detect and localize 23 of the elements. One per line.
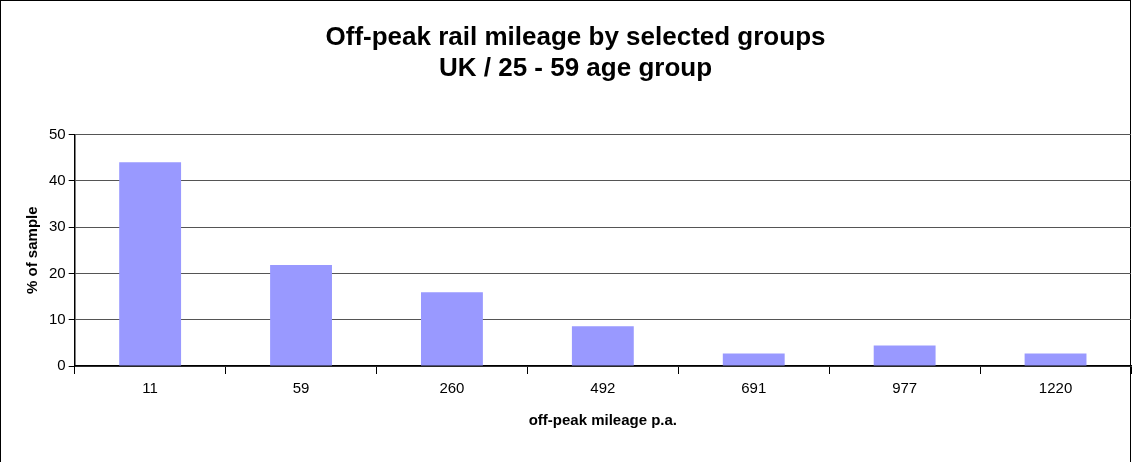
bar	[722, 353, 785, 366]
y-tick-label: 50	[49, 124, 66, 142]
y-tick-label: 10	[49, 309, 66, 327]
y-tick-label: 0	[57, 356, 66, 374]
bar	[873, 345, 936, 366]
bar	[1024, 353, 1087, 366]
x-tick-label: 260	[439, 379, 465, 397]
x-tick-label: 1220	[1038, 379, 1073, 397]
bar	[571, 326, 634, 366]
x-tick-label: 59	[292, 379, 310, 397]
chart-title: Off-peak rail mileage by selected groups UK / 25 - 59 age group	[325, 20, 826, 82]
bar	[119, 162, 182, 366]
x-tick-label: 691	[741, 379, 767, 397]
x-tick-label: 11	[142, 379, 158, 397]
bar	[270, 265, 332, 366]
y-axis-title: % of sample	[23, 206, 41, 294]
x-tick-label: 492	[590, 379, 616, 397]
y-tick-label: 20	[49, 263, 66, 281]
bar	[421, 292, 483, 366]
y-tick-label: 40	[49, 170, 66, 188]
x-axis-title: off-peak mileage p.a.	[528, 411, 678, 429]
x-tick-label: 977	[892, 379, 918, 397]
y-tick-label: 30	[49, 217, 66, 235]
